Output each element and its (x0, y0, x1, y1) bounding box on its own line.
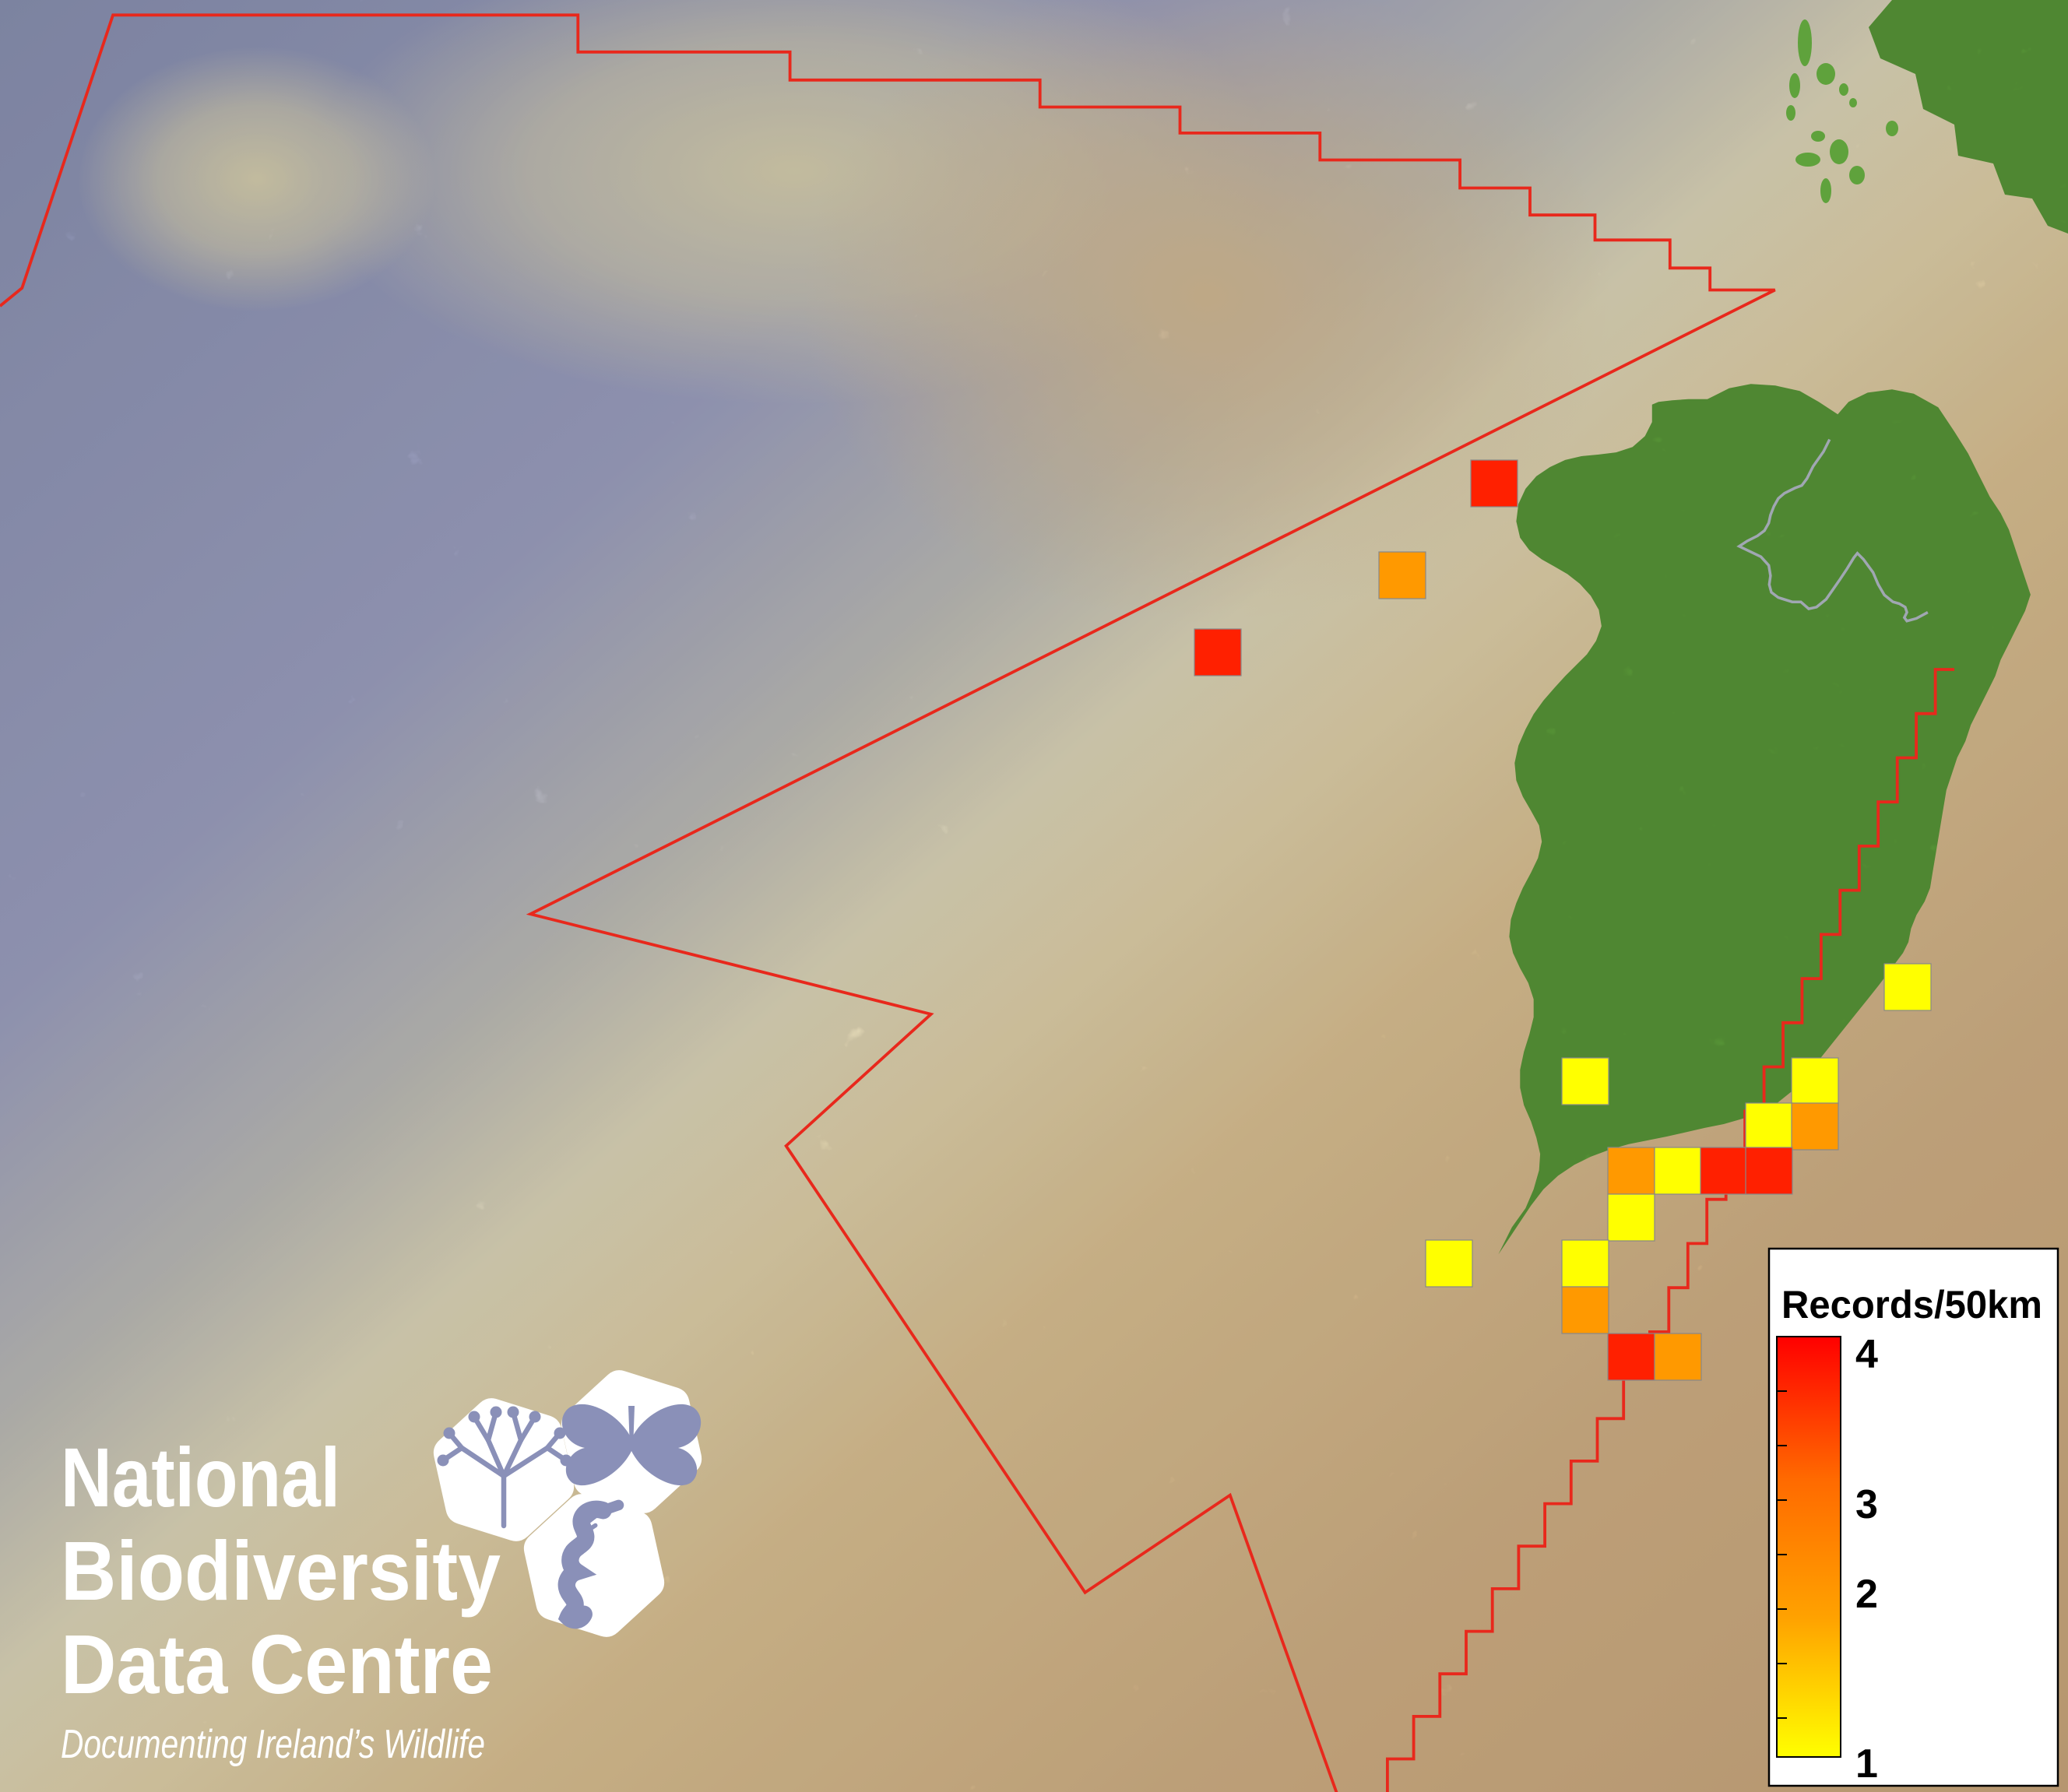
svg-text:Documenting Ireland’s Wildlife: Documenting Ireland’s Wildlife (61, 1722, 485, 1767)
svg-text:3: 3 (1855, 1482, 1878, 1527)
svg-text:Biodiversity: Biodiversity (61, 1523, 501, 1618)
svg-text:National: National (61, 1430, 340, 1524)
svg-text:Records/50km: Records/50km (1781, 1283, 2042, 1326)
svg-text:Data Centre: Data Centre (61, 1617, 493, 1711)
svg-text:1: 1 (1855, 1741, 1878, 1787)
svg-text:4: 4 (1855, 1332, 1878, 1377)
svg-text:2: 2 (1855, 1572, 1878, 1617)
